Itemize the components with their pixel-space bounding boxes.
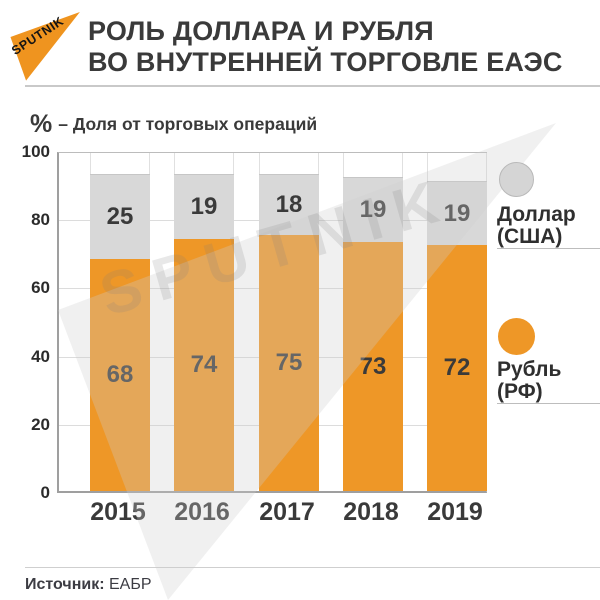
legend-swatch-ruble xyxy=(498,318,535,355)
bar-segment-dollar: 19 xyxy=(343,177,403,243)
bar-value-ruble: 74 xyxy=(190,350,218,378)
source-label: Источник: xyxy=(25,576,105,593)
sputnik-logo: SPUTNIK xyxy=(5,5,83,83)
x-category-label: 2019 xyxy=(427,498,483,526)
page-title: РОЛЬ ДОЛЛАРА И РУБЛЯ ВО ВНУТРЕННЕЙ ТОРГО… xyxy=(88,16,563,78)
bar-value-ruble: 72 xyxy=(443,354,471,382)
bar-value-dollar: 19 xyxy=(190,192,218,220)
legend-label-ruble-line1: Рубль xyxy=(497,358,562,381)
bar-segment-dollar: 19 xyxy=(174,173,234,239)
bar-value-ruble: 68 xyxy=(106,361,134,389)
source-line: Источник: ЕАБР xyxy=(25,576,152,594)
legend-swatch-dollar xyxy=(499,162,534,197)
x-category-label: 2017 xyxy=(259,498,315,526)
header-divider xyxy=(25,85,600,87)
x-category-label: 2018 xyxy=(343,498,399,526)
legend-label-dollar-line2: (США) xyxy=(497,225,563,248)
percent-unit: % xyxy=(30,110,53,138)
bar-column: 74 19 xyxy=(174,153,234,491)
legend-divider-ruble xyxy=(497,403,600,404)
bar-value-dollar: 19 xyxy=(359,196,387,224)
bar-segment-ruble: 72 xyxy=(427,245,487,491)
source-value: ЕАБР xyxy=(108,576,152,593)
bar-segment-ruble: 68 xyxy=(90,259,150,491)
x-category-label: 2016 xyxy=(174,498,230,526)
bar-segment-dollar: 19 xyxy=(427,180,487,246)
y-tick-label: 0 xyxy=(40,483,50,502)
y-tick-label: 80 xyxy=(31,210,50,229)
bar-column: 72 19 xyxy=(427,153,487,491)
bar-column: 73 19 xyxy=(343,153,403,491)
bar-value-ruble: 75 xyxy=(275,349,303,377)
bar-segment-ruble: 75 xyxy=(259,235,319,491)
bar-segment-dollar: 25 xyxy=(90,173,150,260)
bar-column: 75 18 xyxy=(259,153,319,491)
legend-label-ruble: Рубль (РФ) xyxy=(497,359,561,403)
chart-subtitle: % – Доля от торговых операций xyxy=(30,110,317,139)
legend-divider-dollar xyxy=(497,248,600,249)
y-tick-label: 60 xyxy=(31,278,50,297)
bar-column: 68 25 xyxy=(90,153,150,491)
bar-value-dollar: 18 xyxy=(275,191,303,219)
footer-divider xyxy=(25,567,600,568)
plot-area: 68 25 74 19 75 18 73 19 72 19 xyxy=(57,152,487,493)
page-title-line2: ВО ВНУТРЕННЕЙ ТОРГОВЛЕ ЕАЭС xyxy=(88,47,563,77)
y-tick-label: 20 xyxy=(31,415,50,434)
y-tick-label: 100 xyxy=(21,142,50,161)
bar-value-dollar: 25 xyxy=(106,203,134,230)
legend-label-ruble-line2: (РФ) xyxy=(497,380,543,403)
bar-value-ruble: 73 xyxy=(359,352,387,380)
x-category-label: 2015 xyxy=(90,498,146,526)
bar-segment-dollar: 18 xyxy=(259,173,319,236)
bar-value-dollar: 19 xyxy=(443,199,471,227)
page-title-line1: РОЛЬ ДОЛЛАРА И РУБЛЯ xyxy=(88,16,434,46)
y-tick-label: 40 xyxy=(31,347,50,366)
legend-label-dollar: Доллар (США) xyxy=(497,204,576,248)
bar-segment-ruble: 73 xyxy=(343,242,403,491)
legend-label-dollar-line1: Доллар xyxy=(497,203,576,226)
bar-segment-ruble: 74 xyxy=(174,238,234,491)
chart-subtitle-label: – Доля от торговых операций xyxy=(58,114,318,134)
